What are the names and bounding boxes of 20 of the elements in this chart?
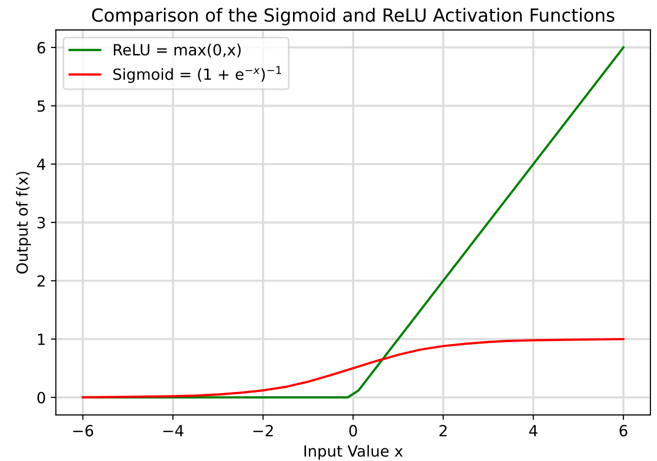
chart-title: Comparison of the Sigmoid and ReLU Activation Functions	[92, 8, 614, 26]
x-tick-label: 2	[439, 424, 447, 436]
legend-label: ReLU = max(0,x)	[114, 44, 241, 58]
y-tick-label: 1	[38, 334, 45, 345]
x-tick-label: −2	[253, 424, 273, 436]
y-tick-label: 0	[37, 392, 46, 404]
y-tick-label: 4	[37, 158, 46, 170]
y-tick-label: 3	[38, 216, 45, 228]
y-tick-label: 2	[38, 275, 45, 287]
x-tick-label: 4	[529, 425, 538, 436]
line-series	[82, 338, 625, 399]
y-tick-label: 5	[38, 100, 45, 112]
y-axis-title: Output of f(x)	[16, 172, 31, 274]
x-tick-label: 6	[620, 424, 628, 436]
x-tick-label: 0	[349, 424, 357, 436]
legend-label: Sigmoid = (1 + e$^{−x}$)$^{−1}$	[113, 66, 282, 83]
x-tick-label: −4	[163, 425, 184, 436]
x-axis-title: Input Value x	[304, 444, 403, 460]
y-tick-label: 6	[37, 42, 46, 54]
x-tick-label: −6	[73, 424, 94, 436]
